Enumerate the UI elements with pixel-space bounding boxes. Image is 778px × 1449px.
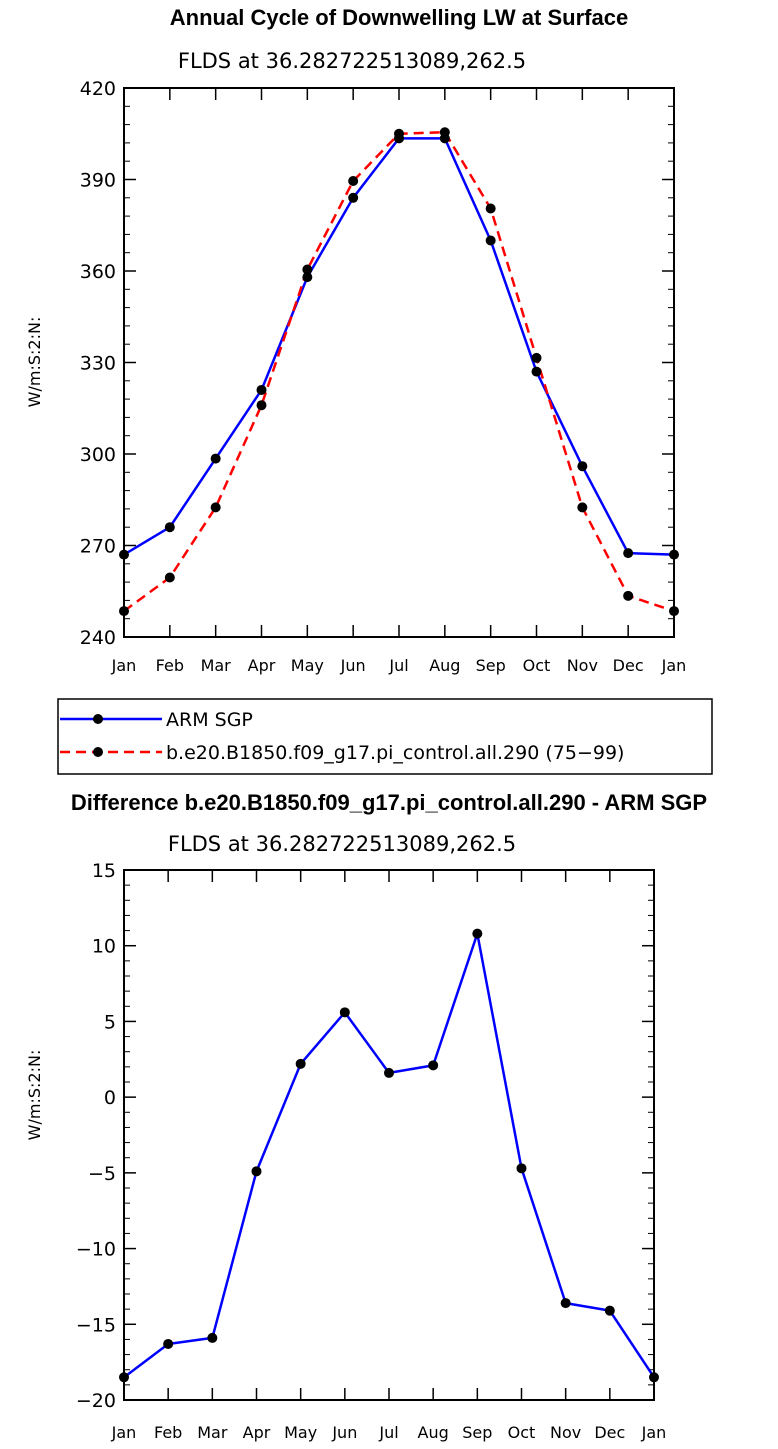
chart1-y-tick-label: 360 bbox=[80, 261, 116, 283]
chart2-point-series-1 bbox=[163, 1338, 174, 1349]
chart2-point-series-1 bbox=[649, 1372, 659, 1383]
chart1-x-tick-label: May bbox=[291, 656, 324, 675]
chart1-y-tick-label: 300 bbox=[80, 444, 116, 466]
chart2-x-tick-label: Jul bbox=[378, 1423, 398, 1442]
chart2-x-tick-label: Aug bbox=[418, 1423, 449, 1442]
chart2-x-tick-label: May bbox=[284, 1423, 317, 1442]
chart2-point-series-1 bbox=[295, 1058, 306, 1069]
chart1-x-tick-label: Mar bbox=[201, 656, 232, 675]
chart1-y-tick-label: 240 bbox=[80, 627, 116, 649]
legend-marker-arm-sgp bbox=[93, 714, 103, 724]
chart2-x-tick-label: Feb bbox=[154, 1423, 182, 1442]
chart2-x-tick-label: Sep bbox=[462, 1423, 492, 1442]
chart1-title: Annual Cycle of Downwelling LW at Surfac… bbox=[170, 5, 628, 30]
chart2-y-tick-label: −15 bbox=[76, 1314, 116, 1336]
chart2-point-series-1 bbox=[207, 1332, 218, 1343]
chart1-x-tick-label: Aug bbox=[429, 656, 460, 675]
chart2-point-series-1 bbox=[251, 1166, 262, 1177]
chart1-point-b-e20-b1850-f09-g17-pi-control-all-290-75-99 bbox=[302, 264, 313, 275]
chart1-plot-frame bbox=[123, 87, 675, 638]
chart1-point-arm-sgp bbox=[119, 549, 129, 560]
chart2-point-series-1 bbox=[119, 1372, 129, 1383]
chart-annual-cycle: Annual Cycle of Downwelling LW at Surfac… bbox=[25, 5, 713, 775]
chart1-point-b-e20-b1850-f09-g17-pi-control-all-290-75-99 bbox=[439, 127, 450, 138]
chart1-y-tick-label: 420 bbox=[80, 78, 116, 100]
chart2-y-tick-label: 5 bbox=[104, 1011, 116, 1033]
chart1-point-arm-sgp bbox=[302, 272, 313, 283]
chart2-y-tick-label: −10 bbox=[76, 1239, 116, 1261]
chart1-point-b-e20-b1850-f09-g17-pi-control-all-290-75-99 bbox=[119, 606, 129, 617]
legend-marker-model bbox=[93, 747, 103, 757]
chart1-point-arm-sgp bbox=[164, 522, 175, 533]
chart1-point-arm-sgp bbox=[531, 366, 542, 377]
chart1-legend: ARM SGP b.e20.B1850.f09_g17.pi_control.a… bbox=[57, 698, 713, 775]
legend-box bbox=[57, 698, 713, 775]
chart1-x-tick-label: Jan bbox=[661, 656, 687, 675]
chart1-x-tick-label: Jan bbox=[111, 656, 137, 675]
chart1-x-tick-label: Apr bbox=[248, 656, 276, 675]
chart2-point-series-1 bbox=[516, 1163, 527, 1174]
chart1-point-b-e20-b1850-f09-g17-pi-control-all-290-75-99 bbox=[485, 203, 496, 214]
chart1-point-arm-sgp bbox=[256, 384, 267, 395]
chart1-x-tick-label: Feb bbox=[156, 656, 184, 675]
chart2-x-tick-label: Mar bbox=[197, 1423, 228, 1442]
chart1-y-tick-label: 330 bbox=[80, 353, 116, 375]
chart1-point-arm-sgp bbox=[485, 235, 496, 246]
chart1-point-b-e20-b1850-f09-g17-pi-control-all-290-75-99 bbox=[210, 502, 221, 513]
chart1-x-tick-label: Oct bbox=[523, 656, 551, 675]
chart2-y-tick-label: −20 bbox=[76, 1390, 116, 1412]
chart2-point-series-1 bbox=[472, 928, 483, 939]
chart1-y-axis-label: W/m:S:2:N: bbox=[25, 317, 44, 408]
chart1-point-b-e20-b1850-f09-g17-pi-control-all-290-75-99 bbox=[531, 352, 542, 363]
chart1-point-b-e20-b1850-f09-g17-pi-control-all-290-75-99 bbox=[348, 176, 359, 187]
chart2-series-line-series-1 bbox=[123, 932, 656, 1379]
chart1-y-tick-label: 270 bbox=[80, 536, 116, 558]
chart1-series-line-b-e20-b1850-f09-g17-pi-control-all-290-75-99 bbox=[123, 130, 675, 613]
legend-label-model: b.e20.B1850.f09_g17.pi_control.all.290 (… bbox=[166, 742, 624, 764]
chart-difference: Difference b.e20.B1850.f09_g17.pi_contro… bbox=[25, 790, 707, 1442]
chart1-point-b-e20-b1850-f09-g17-pi-control-all-290-75-99 bbox=[669, 606, 679, 617]
chart2-y-tick-label: 0 bbox=[104, 1087, 116, 1109]
chart2-x-tick-label: Nov bbox=[550, 1423, 581, 1442]
chart1-point-b-e20-b1850-f09-g17-pi-control-all-290-75-99 bbox=[164, 572, 175, 583]
chart1-point-arm-sgp bbox=[623, 548, 634, 559]
chart2-y-tick-label: −5 bbox=[88, 1163, 116, 1185]
chart1-x-tick-label: Sep bbox=[476, 656, 506, 675]
chart1-series-line-arm-sgp bbox=[123, 137, 675, 556]
chart1-point-b-e20-b1850-f09-g17-pi-control-all-290-75-99 bbox=[256, 400, 267, 411]
chart1-y-tick-label: 390 bbox=[80, 170, 116, 192]
chart1-point-arm-sgp bbox=[669, 549, 679, 560]
chart2-subtitle: FLDS at 36.282722513089,262.5 bbox=[168, 832, 516, 856]
chart1-point-b-e20-b1850-f09-g17-pi-control-all-290-75-99 bbox=[577, 502, 588, 513]
chart1-x-tick-label: Jun bbox=[340, 656, 366, 675]
chart1-x-tick-label: Dec bbox=[613, 656, 644, 675]
chart2-point-series-1 bbox=[428, 1060, 439, 1071]
chart2-point-series-1 bbox=[560, 1298, 571, 1309]
chart1-subtitle: FLDS at 36.282722513089,262.5 bbox=[178, 49, 526, 73]
chart2-point-series-1 bbox=[604, 1305, 615, 1316]
chart2-x-tick-label: Apr bbox=[243, 1423, 271, 1442]
chart2-plot-frame bbox=[123, 869, 655, 1401]
chart1-point-b-e20-b1850-f09-g17-pi-control-all-290-75-99 bbox=[623, 590, 634, 601]
chart2-x-tick-label: Dec bbox=[594, 1423, 625, 1442]
chart2-x-tick-label: Jun bbox=[331, 1423, 357, 1442]
chart2-x-tick-label: Oct bbox=[508, 1423, 536, 1442]
chart1-x-tick-label: Jul bbox=[388, 656, 408, 675]
chart2-title: Difference b.e20.B1850.f09_g17.pi_contro… bbox=[71, 790, 707, 815]
chart2-y-axis-label: W/m:S:2:N: bbox=[25, 1050, 44, 1141]
legend-label-arm-sgp: ARM SGP bbox=[166, 709, 253, 731]
chart2-point-series-1 bbox=[339, 1007, 350, 1018]
chart1-x-tick-label: Nov bbox=[567, 656, 598, 675]
chart1-point-arm-sgp bbox=[348, 192, 359, 203]
chart1-point-arm-sgp bbox=[577, 461, 588, 472]
chart2-y-tick-label: 15 bbox=[92, 860, 116, 882]
chart1-point-arm-sgp bbox=[210, 453, 221, 464]
chart2-point-series-1 bbox=[384, 1067, 394, 1078]
chart2-y-tick-label: 10 bbox=[92, 936, 116, 958]
chart1-point-b-e20-b1850-f09-g17-pi-control-all-290-75-99 bbox=[394, 128, 404, 139]
chart2-x-tick-label: Jan bbox=[641, 1423, 667, 1442]
chart2-x-tick-label: Jan bbox=[111, 1423, 137, 1442]
